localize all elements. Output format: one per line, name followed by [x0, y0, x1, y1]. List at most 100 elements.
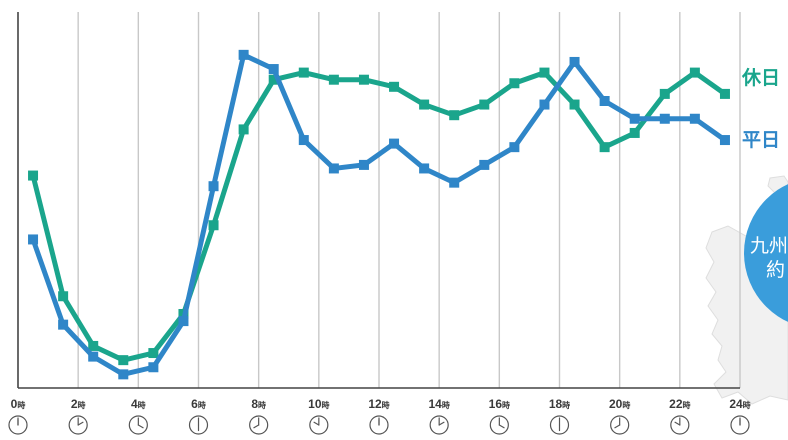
- x-tick-number: 12: [368, 397, 382, 411]
- x-tick-unit: 時: [622, 400, 630, 410]
- data-point: [569, 99, 580, 110]
- x-tick-label: 8時: [251, 397, 266, 411]
- x-tick-label: 4時: [131, 397, 146, 411]
- x-tick-label: 16時: [489, 397, 510, 411]
- series-line: [30, 52, 727, 377]
- data-point: [629, 113, 640, 124]
- data-point: [268, 64, 279, 75]
- x-tick-unit: 時: [78, 400, 86, 410]
- x-tick-unit: 時: [502, 400, 510, 410]
- x-tick-number: 20: [609, 397, 623, 411]
- clock-hour-hand: [498, 424, 505, 429]
- clock-hour-hand: [137, 424, 144, 429]
- x-tick-unit: 時: [17, 400, 25, 410]
- data-point: [58, 319, 69, 330]
- clock-icon: [730, 415, 750, 435]
- data-point: [419, 99, 430, 110]
- data-point: [719, 135, 730, 146]
- data-point: [148, 362, 159, 373]
- x-tick-unit: 時: [198, 400, 206, 410]
- callout-bubble: [744, 184, 788, 322]
- x-tick-number: 10: [308, 397, 322, 411]
- x-tick-label: 12時: [368, 397, 389, 411]
- data-point: [509, 142, 520, 153]
- clock-icon: [309, 415, 329, 435]
- data-point: [449, 177, 460, 188]
- data-point: [358, 74, 369, 85]
- data-point: [689, 113, 700, 124]
- x-tick-number: 6: [191, 397, 198, 411]
- data-point: [58, 291, 69, 302]
- data-point: [509, 78, 520, 89]
- data-point: [389, 138, 400, 149]
- x-tick-unit: 時: [138, 400, 146, 410]
- data-point: [118, 369, 129, 380]
- data-point: [118, 355, 129, 366]
- data-point: [358, 159, 369, 170]
- data-point: [599, 96, 610, 106]
- x-tick-number: 2: [71, 397, 78, 411]
- x-tick-number: 24: [729, 397, 743, 411]
- data-point: [88, 351, 99, 362]
- data-point: [419, 163, 430, 174]
- clock-icons: [8, 415, 750, 435]
- x-tick-number: 8: [251, 397, 258, 411]
- x-tick-label: 0時: [11, 397, 26, 411]
- clock-icon: [8, 415, 28, 435]
- data-point: [28, 170, 39, 181]
- x-tick-label: 2時: [71, 397, 86, 411]
- data-point: [479, 159, 490, 170]
- x-tick-label: 14時: [428, 397, 449, 411]
- x-tick-label: 22時: [669, 397, 690, 411]
- series-line: [30, 70, 727, 363]
- clock-icon: [489, 415, 509, 435]
- x-tick-number: 14: [428, 397, 442, 411]
- clock-hour-hand: [77, 421, 84, 426]
- data-point: [569, 56, 580, 67]
- x-tick-labels: 0時 2時 4時 6時 8時 10時 12時 14時 16時 18時 20時 22時 24時: [11, 397, 751, 411]
- series-weekday: [28, 49, 730, 380]
- series-label: 平日: [742, 129, 780, 151]
- data-point: [599, 142, 610, 153]
- x-tick-unit: 時: [562, 400, 570, 410]
- data-point: [328, 74, 339, 85]
- clock-icon: [128, 415, 148, 435]
- data-point: [298, 67, 309, 78]
- x-tick-unit: 時: [258, 400, 266, 410]
- data-point: [238, 124, 249, 135]
- x-tick-label: 24時: [729, 397, 750, 411]
- clock-icon: [610, 415, 630, 435]
- data-point: [88, 340, 99, 351]
- x-tick-number: 22: [669, 397, 683, 411]
- series-label: 休日: [741, 67, 780, 89]
- data-point: [689, 67, 700, 78]
- data-point: [238, 49, 249, 60]
- x-tick-unit: 時: [743, 400, 751, 410]
- x-tick-number: 0: [11, 397, 18, 411]
- clock-hour-hand: [674, 421, 681, 426]
- x-tick-unit: 時: [683, 400, 691, 410]
- x-tick-label: 10時: [308, 397, 329, 411]
- x-tick-number: 4: [131, 397, 138, 411]
- x-tick-number: 18: [549, 397, 563, 411]
- clock-hour-hand: [614, 424, 621, 429]
- data-point: [719, 88, 730, 99]
- x-tick-unit: 時: [382, 400, 390, 410]
- clock-icon: [369, 415, 389, 435]
- clock-icon: [549, 415, 570, 435]
- x-tick-unit: 時: [442, 400, 450, 410]
- clock-hour-hand: [438, 421, 445, 426]
- data-point: [178, 316, 189, 327]
- clock-icon: [249, 415, 269, 435]
- x-tick-label: 20時: [609, 397, 630, 411]
- data-point: [539, 99, 550, 110]
- data-point: [539, 67, 550, 78]
- data-point: [298, 135, 309, 146]
- callout-line1: 九州: [750, 235, 788, 257]
- clock-icon: [188, 415, 209, 435]
- data-point: [28, 234, 39, 245]
- data-point: [389, 81, 400, 92]
- data-point: [328, 163, 339, 174]
- data-point: [208, 220, 219, 231]
